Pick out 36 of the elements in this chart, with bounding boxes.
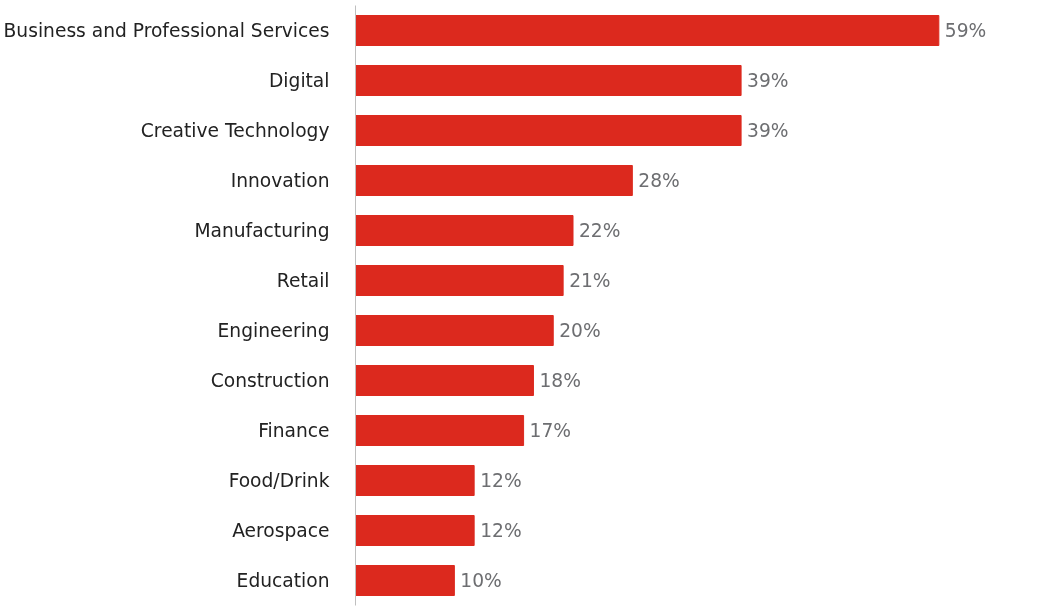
y-tick-label: Construction (210, 370, 330, 391)
bar (355, 565, 455, 596)
data-label: 39% (747, 120, 789, 141)
data-label: 59% (944, 20, 987, 41)
y-tick-label: Finance (258, 420, 330, 441)
bar (355, 315, 554, 346)
data-label: 12% (480, 520, 522, 541)
y-tick-label: Business and Professional Services (3, 20, 330, 41)
y-tick-label: Innovation (230, 170, 330, 191)
data-label: 10% (460, 570, 502, 591)
bar (355, 15, 940, 46)
y-tick-label: Retail (276, 270, 330, 291)
y-tick-label: Food/Drink (228, 470, 330, 491)
data-label: 17% (529, 420, 572, 441)
bar (355, 515, 475, 546)
bar (355, 65, 742, 96)
y-tick-label: Digital (268, 70, 330, 91)
data-label: 20% (559, 320, 601, 341)
bar (355, 415, 525, 446)
y-tick-label: Aerospace (232, 520, 330, 541)
bar (355, 215, 574, 246)
data-label: 22% (579, 220, 621, 241)
y-tick-label: Manufacturing (194, 220, 330, 241)
bar (355, 465, 475, 496)
bar (355, 265, 564, 296)
data-label: 18% (539, 370, 581, 391)
bar (355, 365, 534, 396)
data-label: 28% (638, 170, 680, 191)
y-tick-label: Creative Technology (140, 120, 330, 141)
bar (355, 165, 633, 196)
y-tick-label: Engineering (217, 320, 330, 341)
data-label: 12% (480, 470, 522, 491)
data-label: 21% (569, 270, 611, 291)
y-tick-label: Education (236, 570, 330, 591)
data-label: 39% (747, 70, 789, 91)
bar (355, 115, 742, 146)
